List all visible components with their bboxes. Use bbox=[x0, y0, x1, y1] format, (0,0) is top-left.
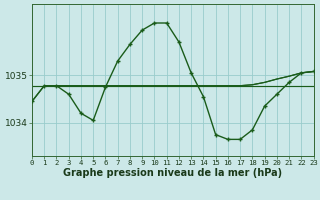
X-axis label: Graphe pression niveau de la mer (hPa): Graphe pression niveau de la mer (hPa) bbox=[63, 168, 282, 178]
